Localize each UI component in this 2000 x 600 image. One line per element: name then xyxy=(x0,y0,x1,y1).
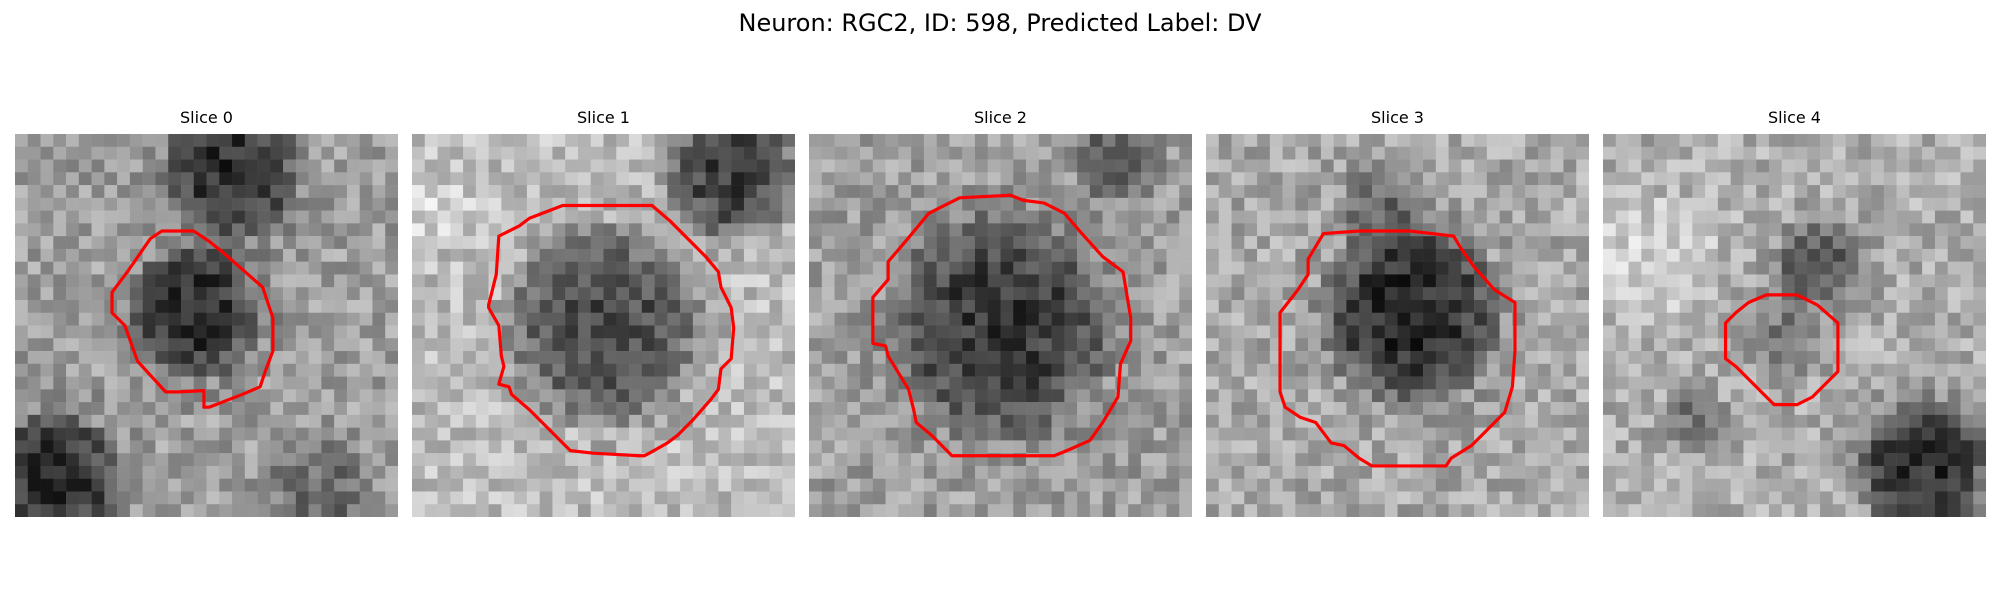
slice-title: Slice 2 xyxy=(974,108,1027,127)
slice-panel-4: Slice 4 xyxy=(1603,108,1986,517)
slice-title: Slice 1 xyxy=(577,108,630,127)
slice-title: Slice 4 xyxy=(1768,108,1821,127)
roi-contour xyxy=(1723,293,1840,407)
slice-panel-0: Slice 0 xyxy=(15,108,398,517)
slice-panel-1: Slice 1 xyxy=(412,108,795,517)
slice-image xyxy=(1206,134,1589,517)
figure-title: Neuron: RGC2, ID: 598, Predicted Label: … xyxy=(738,9,1262,37)
roi-contour xyxy=(487,203,736,458)
slice-panel-3: Slice 3 xyxy=(1206,108,1589,517)
roi-contour xyxy=(110,229,275,409)
roi-contour xyxy=(1278,229,1517,468)
slice-title: Slice 3 xyxy=(1371,108,1424,127)
slice-image xyxy=(15,134,398,517)
slice-image xyxy=(1603,134,1986,517)
roi-contour xyxy=(871,193,1133,458)
slice-panel-2: Slice 2 xyxy=(809,108,1192,517)
slice-image xyxy=(809,134,1192,517)
slice-image xyxy=(412,134,795,517)
slice-title: Slice 0 xyxy=(180,108,233,127)
